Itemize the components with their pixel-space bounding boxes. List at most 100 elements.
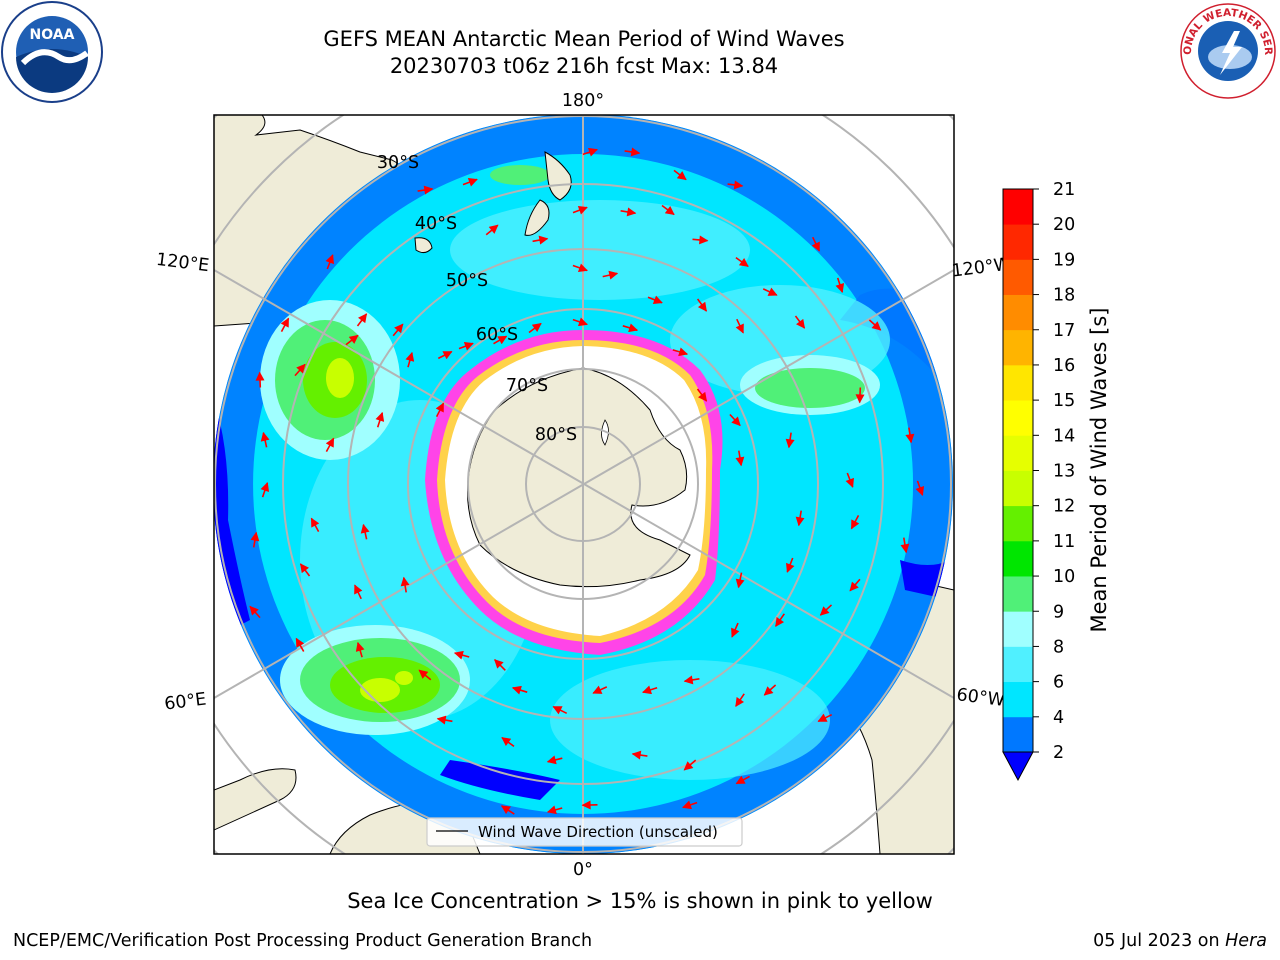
wind-wave-arrow xyxy=(325,437,335,452)
map-legend: Wind Wave Direction (unscaled) xyxy=(426,817,743,847)
wind-wave-arrow xyxy=(392,323,404,337)
wind-wave-arrow xyxy=(735,256,749,268)
chart-title: GEFS MEAN Antarctic Mean Period of Wind … xyxy=(323,27,845,51)
wind-wave-arrow xyxy=(735,775,750,785)
lat-label: 50°S xyxy=(446,271,488,291)
wind-wave-arrow xyxy=(493,335,508,345)
wind-wave-arrow xyxy=(418,669,432,681)
wind-wave-arrow xyxy=(572,317,588,327)
colorbar-tick-label: 9 xyxy=(1053,602,1064,622)
colorbar-band xyxy=(1003,329,1033,366)
colorbar-band xyxy=(1003,576,1033,612)
colorbar-ticks: 2 4 6 8 9 10 11 12 13 14 15 16 17 18 19 20 21 xyxy=(1033,180,1075,763)
wind-wave-arrow xyxy=(546,755,563,765)
colorbar-band xyxy=(1003,259,1033,295)
noaa-logo-icon: NOAA xyxy=(1,1,103,103)
wind-wave-arrow xyxy=(835,277,845,293)
wind-wave-arrow xyxy=(620,207,637,217)
wind-wave-arrow xyxy=(310,517,320,532)
wind-wave-arrow xyxy=(696,298,708,312)
wind-wave-arrow xyxy=(735,318,744,334)
colorbar-tick-label: 15 xyxy=(1053,391,1075,411)
lat-label: 70°S xyxy=(506,376,548,396)
wind-wave-arrow xyxy=(417,185,434,195)
wind-wave-arrow xyxy=(692,235,709,245)
lat-label: 40°S xyxy=(415,214,457,234)
wind-wave-arrow xyxy=(868,319,882,331)
wind-wave-arrow xyxy=(735,693,745,707)
wind-wave-arrow xyxy=(294,363,306,377)
wind-wave-arrow xyxy=(794,315,806,329)
colorbar-label: Mean Period of Wind Waves [s] xyxy=(1087,308,1111,633)
colorbar-band xyxy=(1003,611,1033,647)
wind-wave-arrow xyxy=(400,576,410,593)
colorbar-tick-label: 4 xyxy=(1053,708,1064,728)
wind-wave-arrow xyxy=(255,371,265,388)
chart-subtitle: 20230703 t06z 216h fcst Max: 13.84 xyxy=(389,54,779,78)
wind-wave-arrow xyxy=(727,180,744,190)
wind-wave-arrow xyxy=(763,684,777,696)
lon-label-lower-left: 60°E xyxy=(163,690,207,715)
wind-wave-arrow xyxy=(624,147,641,157)
map-border xyxy=(213,114,955,855)
wind-wave-arrow xyxy=(405,351,415,368)
wind-wave-arrow xyxy=(299,563,311,577)
wind-wave-arrow xyxy=(785,432,795,449)
wind-wave-arrow xyxy=(295,637,305,652)
wind-wave-arrows xyxy=(249,147,925,815)
colorbar-under-triangle xyxy=(1002,751,1034,782)
wind-wave-arrow xyxy=(622,323,639,333)
wind-wave-arrow xyxy=(817,713,833,723)
noaa-logo-text: NOAA xyxy=(30,27,75,43)
wind-wave-arrow xyxy=(355,641,365,658)
colorbar-tick-label: 8 xyxy=(1053,637,1064,657)
wind-wave-arrow xyxy=(850,515,860,530)
wind-wave-arrow xyxy=(354,584,363,600)
wind-wave-arrow xyxy=(592,685,608,694)
colorbar-tick-label: 20 xyxy=(1053,215,1075,235)
wind-wave-arrow xyxy=(735,572,745,589)
wind-wave-arrow xyxy=(572,263,588,273)
wind-wave-arrow xyxy=(485,224,499,236)
colorbar-bands xyxy=(1003,189,1033,753)
colorbar: 2 4 6 8 9 10 11 12 13 14 15 16 17 18 19 20 21 Mean Perio… xyxy=(1002,180,1111,782)
wind-wave-arrow xyxy=(855,387,865,404)
colorbar-tick-label: 11 xyxy=(1053,532,1075,552)
wind-wave-arrow xyxy=(260,482,270,498)
wind-wave-arrow xyxy=(795,510,805,527)
wind-wave-arrow xyxy=(356,313,368,327)
footer-credit: NCEP/EMC/Verification Post Processing Pr… xyxy=(13,931,593,951)
wind-wave-arrow xyxy=(849,578,861,592)
wind-wave-arrow xyxy=(845,472,854,488)
colorbar-tick-label: 21 xyxy=(1053,180,1075,200)
wind-wave-arrow xyxy=(462,178,478,187)
lat-label: 30°S xyxy=(377,153,419,173)
colorbar-band xyxy=(1003,505,1033,542)
wind-wave-arrow xyxy=(915,480,925,496)
wind-wave-arrow xyxy=(819,604,833,616)
wind-wave-arrow xyxy=(494,659,506,671)
colorbar-band xyxy=(1003,224,1033,260)
colorbar-tick-label: 17 xyxy=(1053,321,1075,341)
wind-wave-arrow xyxy=(325,254,334,270)
wind-wave-arrow xyxy=(682,800,698,810)
wind-wave-arrow xyxy=(501,736,515,748)
wind-wave-arrow xyxy=(673,169,687,181)
colorbar-tick-label: 10 xyxy=(1053,567,1075,587)
wind-wave-arrow xyxy=(436,715,453,725)
wind-wave-arrow xyxy=(729,413,741,427)
graticule xyxy=(214,115,954,854)
wind-wave-arrow xyxy=(546,805,563,815)
footer-host: Hera xyxy=(1225,931,1267,951)
wind-wave-arrow xyxy=(900,537,910,554)
nws-logo-icon: NATIONAL WEATHER SERVICE xyxy=(1178,1,1276,99)
wind-wave-arrow xyxy=(250,531,260,548)
wind-wave-arrow xyxy=(762,287,778,296)
colorbar-band xyxy=(1003,716,1033,753)
lon-label-bottom: 0° xyxy=(573,860,593,880)
footer-date: 05 Jul 2023 on Hera xyxy=(1093,931,1267,951)
wind-wave-arrow xyxy=(572,206,588,215)
new-zealand-island xyxy=(524,151,572,236)
wind-wave-arrow xyxy=(532,235,549,245)
